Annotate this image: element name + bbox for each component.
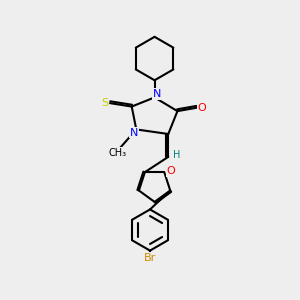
Text: CH₃: CH₃ xyxy=(109,148,127,158)
Text: N: N xyxy=(153,89,161,99)
Text: O: O xyxy=(197,103,206,113)
Text: N: N xyxy=(130,128,138,138)
Text: H: H xyxy=(172,150,180,160)
Text: O: O xyxy=(166,166,175,176)
Text: Br: Br xyxy=(144,253,156,263)
Text: S: S xyxy=(101,98,109,108)
